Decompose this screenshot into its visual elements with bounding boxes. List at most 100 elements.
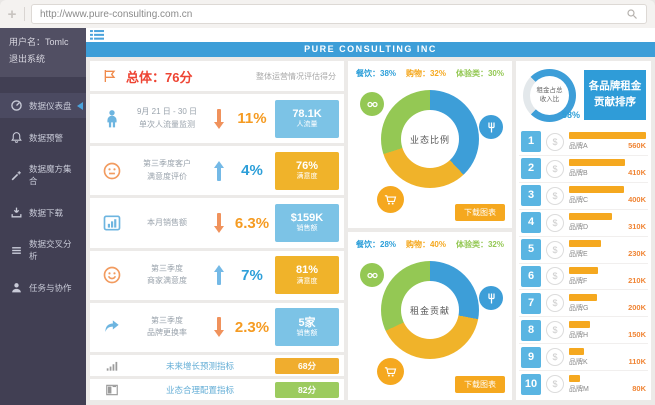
active-marker-icon — [77, 101, 83, 110]
sidebar-item-label: 任务与协作 — [29, 282, 72, 293]
score-badge: 82分 — [275, 381, 339, 398]
sidebar-item-tasks[interactable]: 任务与协作 — [0, 275, 86, 300]
shopping-cart-icon — [384, 367, 397, 377]
sidebar-item-cross-analysis[interactable]: 数据交叉分析 — [0, 232, 86, 268]
legend-item-experience: 体验类：30% — [455, 69, 504, 78]
rank-bar — [569, 186, 624, 194]
dollar-icon: $ — [546, 213, 564, 232]
dollar-icon: $ — [546, 159, 564, 178]
dollar-icon: $ — [546, 321, 564, 340]
experience-icon-bubble — [360, 92, 384, 116]
user-icon — [12, 283, 21, 293]
new-tab-button[interactable]: + — [7, 5, 17, 23]
overview-panel: 总体：76分 整体运营情况评估得分 9月 21 日 - 30 日单次人流量监测 … — [90, 61, 344, 401]
metric-row-traffic: 9月 21 日 - 30 日单次人流量监测 11% 78.1K 人流量 — [90, 94, 344, 144]
rank-number: 7 — [521, 292, 541, 314]
neutral-face-icon — [99, 161, 125, 181]
trend-arrow — [213, 264, 225, 286]
gauge-label: 租金占总 收入比 — [530, 76, 569, 115]
sidebar-item-label: 数据下载 — [29, 207, 64, 218]
sidebar-item-label: 数据交叉分析 — [29, 239, 72, 262]
rank-bar — [569, 347, 585, 355]
ranking-row: 2 $ 品牌B 410K — [519, 156, 648, 183]
gauge-icon — [11, 100, 22, 111]
brand-value: 80K — [632, 383, 646, 393]
dollar-icon: $ — [546, 375, 564, 394]
overview-header: 总体：76分 整体运营情况评估得分 — [90, 61, 344, 91]
ranking-title: 各品牌租金 贡献排序 — [584, 70, 646, 120]
footer-row-growth-index: 未来增长预测指标 68分 — [90, 355, 344, 377]
brand-label: 品牌B — [569, 170, 588, 178]
rank-number: 4 — [521, 212, 541, 234]
metric-row-customer-satisfaction: 第三季度客户 满意度评价 4% 76% 满意度 — [90, 146, 344, 196]
url-input[interactable]: http://www.pure-consulting.com.cn — [31, 4, 647, 24]
trend-percent: 4% — [241, 162, 263, 180]
legend-item-shopping: 购物：40% — [405, 240, 446, 249]
sidebar-item-dashboard[interactable]: 数据仪表盘 — [0, 93, 86, 119]
trend-percent: 11% — [237, 110, 267, 128]
download-chart-button[interactable]: 下载图表 — [455, 204, 505, 221]
experience-icon-bubble — [360, 263, 384, 287]
username-label: 用户名：Tomlc — [9, 37, 69, 47]
overview-title: 总体：76分 — [126, 69, 193, 85]
rank-number: 2 — [521, 158, 541, 180]
download-chart-button[interactable]: 下载图表 — [455, 376, 505, 393]
bell-icon — [11, 132, 22, 144]
ranking-row: 3 $ 品牌C 400K — [519, 183, 648, 210]
metric-value-box: 81% 满意度 — [275, 256, 339, 295]
dollar-icon: $ — [546, 240, 564, 259]
dollar-icon: $ — [546, 348, 564, 367]
search-icon[interactable] — [626, 8, 638, 20]
ranking-row: 4 $ 品牌D 310K — [519, 210, 648, 237]
rank-number: 5 — [521, 239, 541, 261]
legend: 餐饮：38% 购物：32% 体验类：30% — [348, 61, 512, 79]
rank-number: 9 — [521, 346, 541, 368]
brand-value: 150K — [628, 329, 646, 339]
person-icon — [99, 109, 125, 129]
rank-bar — [569, 213, 612, 221]
footer-label: 业态合理配置指标 — [165, 384, 234, 395]
sidebar-item-alerts[interactable]: 数据预警 — [0, 125, 86, 150]
metric-row-sales: 本月销售额 6.3% $159K 销售额 — [90, 198, 344, 248]
rent-contribution-card: 餐饮：28% 购物：40% 体验类：32% 租金贡献 — [348, 232, 512, 400]
dining-icon-bubble — [479, 286, 503, 310]
shopping-icon-bubble — [377, 186, 404, 213]
signal-icon — [99, 359, 125, 373]
brand-value: 200K — [628, 302, 646, 312]
columns-icon — [99, 383, 125, 397]
ranking-row: 10 $ 品牌M 80K — [519, 371, 648, 397]
dollar-icon: $ — [546, 294, 564, 313]
brand-label: 品牌F — [569, 277, 588, 285]
dollar-icon: $ — [546, 132, 564, 151]
overview-subtitle: 整体运营情况评估得分 — [256, 71, 336, 81]
menu-toggle-icon[interactable] — [90, 30, 104, 40]
rank-bar — [569, 132, 646, 140]
brand-value: 230K — [628, 249, 646, 259]
shopping-icon-bubble — [377, 358, 404, 385]
legend-item-experience: 体验类：32% — [455, 240, 504, 249]
legend-item-dining: 餐饮：28% — [356, 240, 397, 249]
sidebar-item-datacube[interactable]: 数据魔方集合 — [0, 157, 86, 193]
brand-label: 品牌E — [569, 251, 588, 259]
trend-arrow — [213, 212, 225, 234]
metric-row-merchant-satisfaction: 第三季度 商家满意度 7% 81% 满意度 — [90, 250, 344, 300]
ranking-row: 5 $ 品牌E 230K — [519, 237, 648, 264]
app-title-bar: PURE CONSULTING INC — [86, 42, 655, 57]
metric-value-box: $159K 销售额 — [275, 204, 339, 242]
sidebar-item-download[interactable]: 数据下载 — [0, 200, 86, 225]
brand-label: 品牌G — [569, 304, 589, 312]
utensils-icon — [487, 122, 495, 132]
brand-value: 400K — [628, 195, 646, 205]
dollar-icon: $ — [546, 267, 564, 286]
brand-value: 560K — [628, 141, 646, 151]
metric-value-box: 5家 销售额 — [275, 308, 339, 347]
utensils-icon — [487, 293, 495, 303]
glasses-icon — [366, 272, 378, 278]
trend-arrow — [213, 316, 225, 338]
ranking-row: 1 $ 品牌A 560K — [519, 129, 648, 156]
donut-chart-rent-contribution: 租金贡献 — [381, 261, 479, 359]
donut-center-label: 业态比例 — [401, 110, 459, 168]
sidebar-item-label: 数据仪表盘 — [29, 100, 72, 111]
logout-link[interactable]: 退出系统 — [9, 54, 46, 65]
download-icon — [11, 207, 22, 218]
